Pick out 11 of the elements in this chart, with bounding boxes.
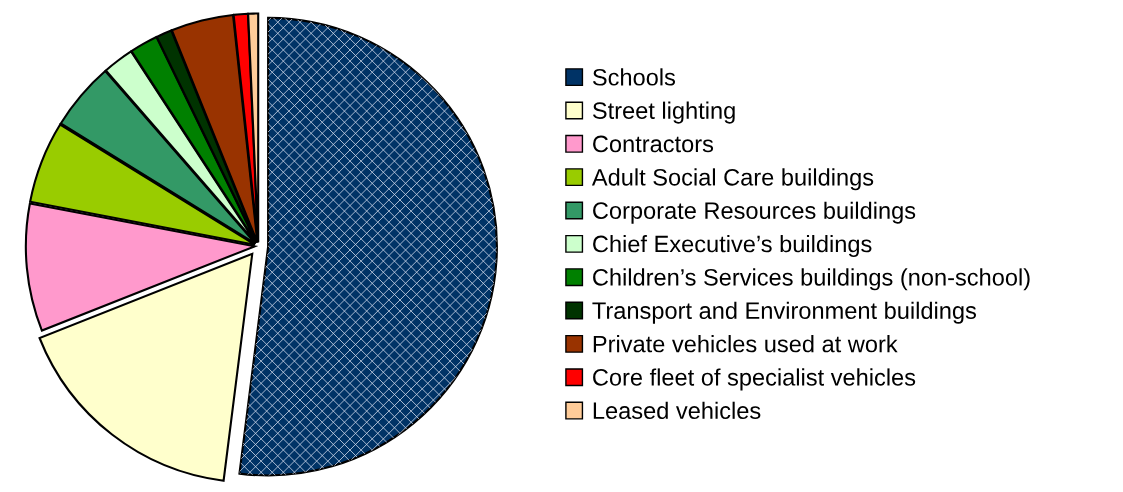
legend-label: Chief Executive’s buildings xyxy=(593,235,872,258)
legend-label: Corporate Resources buildings xyxy=(593,201,916,224)
legend-label: Children’s Services buildings (non-school) xyxy=(593,268,1030,291)
legend-label: Transport and Environment buildings xyxy=(592,301,976,324)
legend-label: Contractors xyxy=(593,135,714,153)
legend-label: Private vehicles used at work xyxy=(593,335,898,353)
legend-label: Street lighting xyxy=(592,101,735,124)
legend-label: Core fleet of specialist vehicles xyxy=(593,368,916,391)
legend-label: Schools xyxy=(592,68,676,86)
legend-label: Adult Social Care buildings xyxy=(591,168,874,191)
legend-label: Leased vehicles xyxy=(593,401,761,420)
